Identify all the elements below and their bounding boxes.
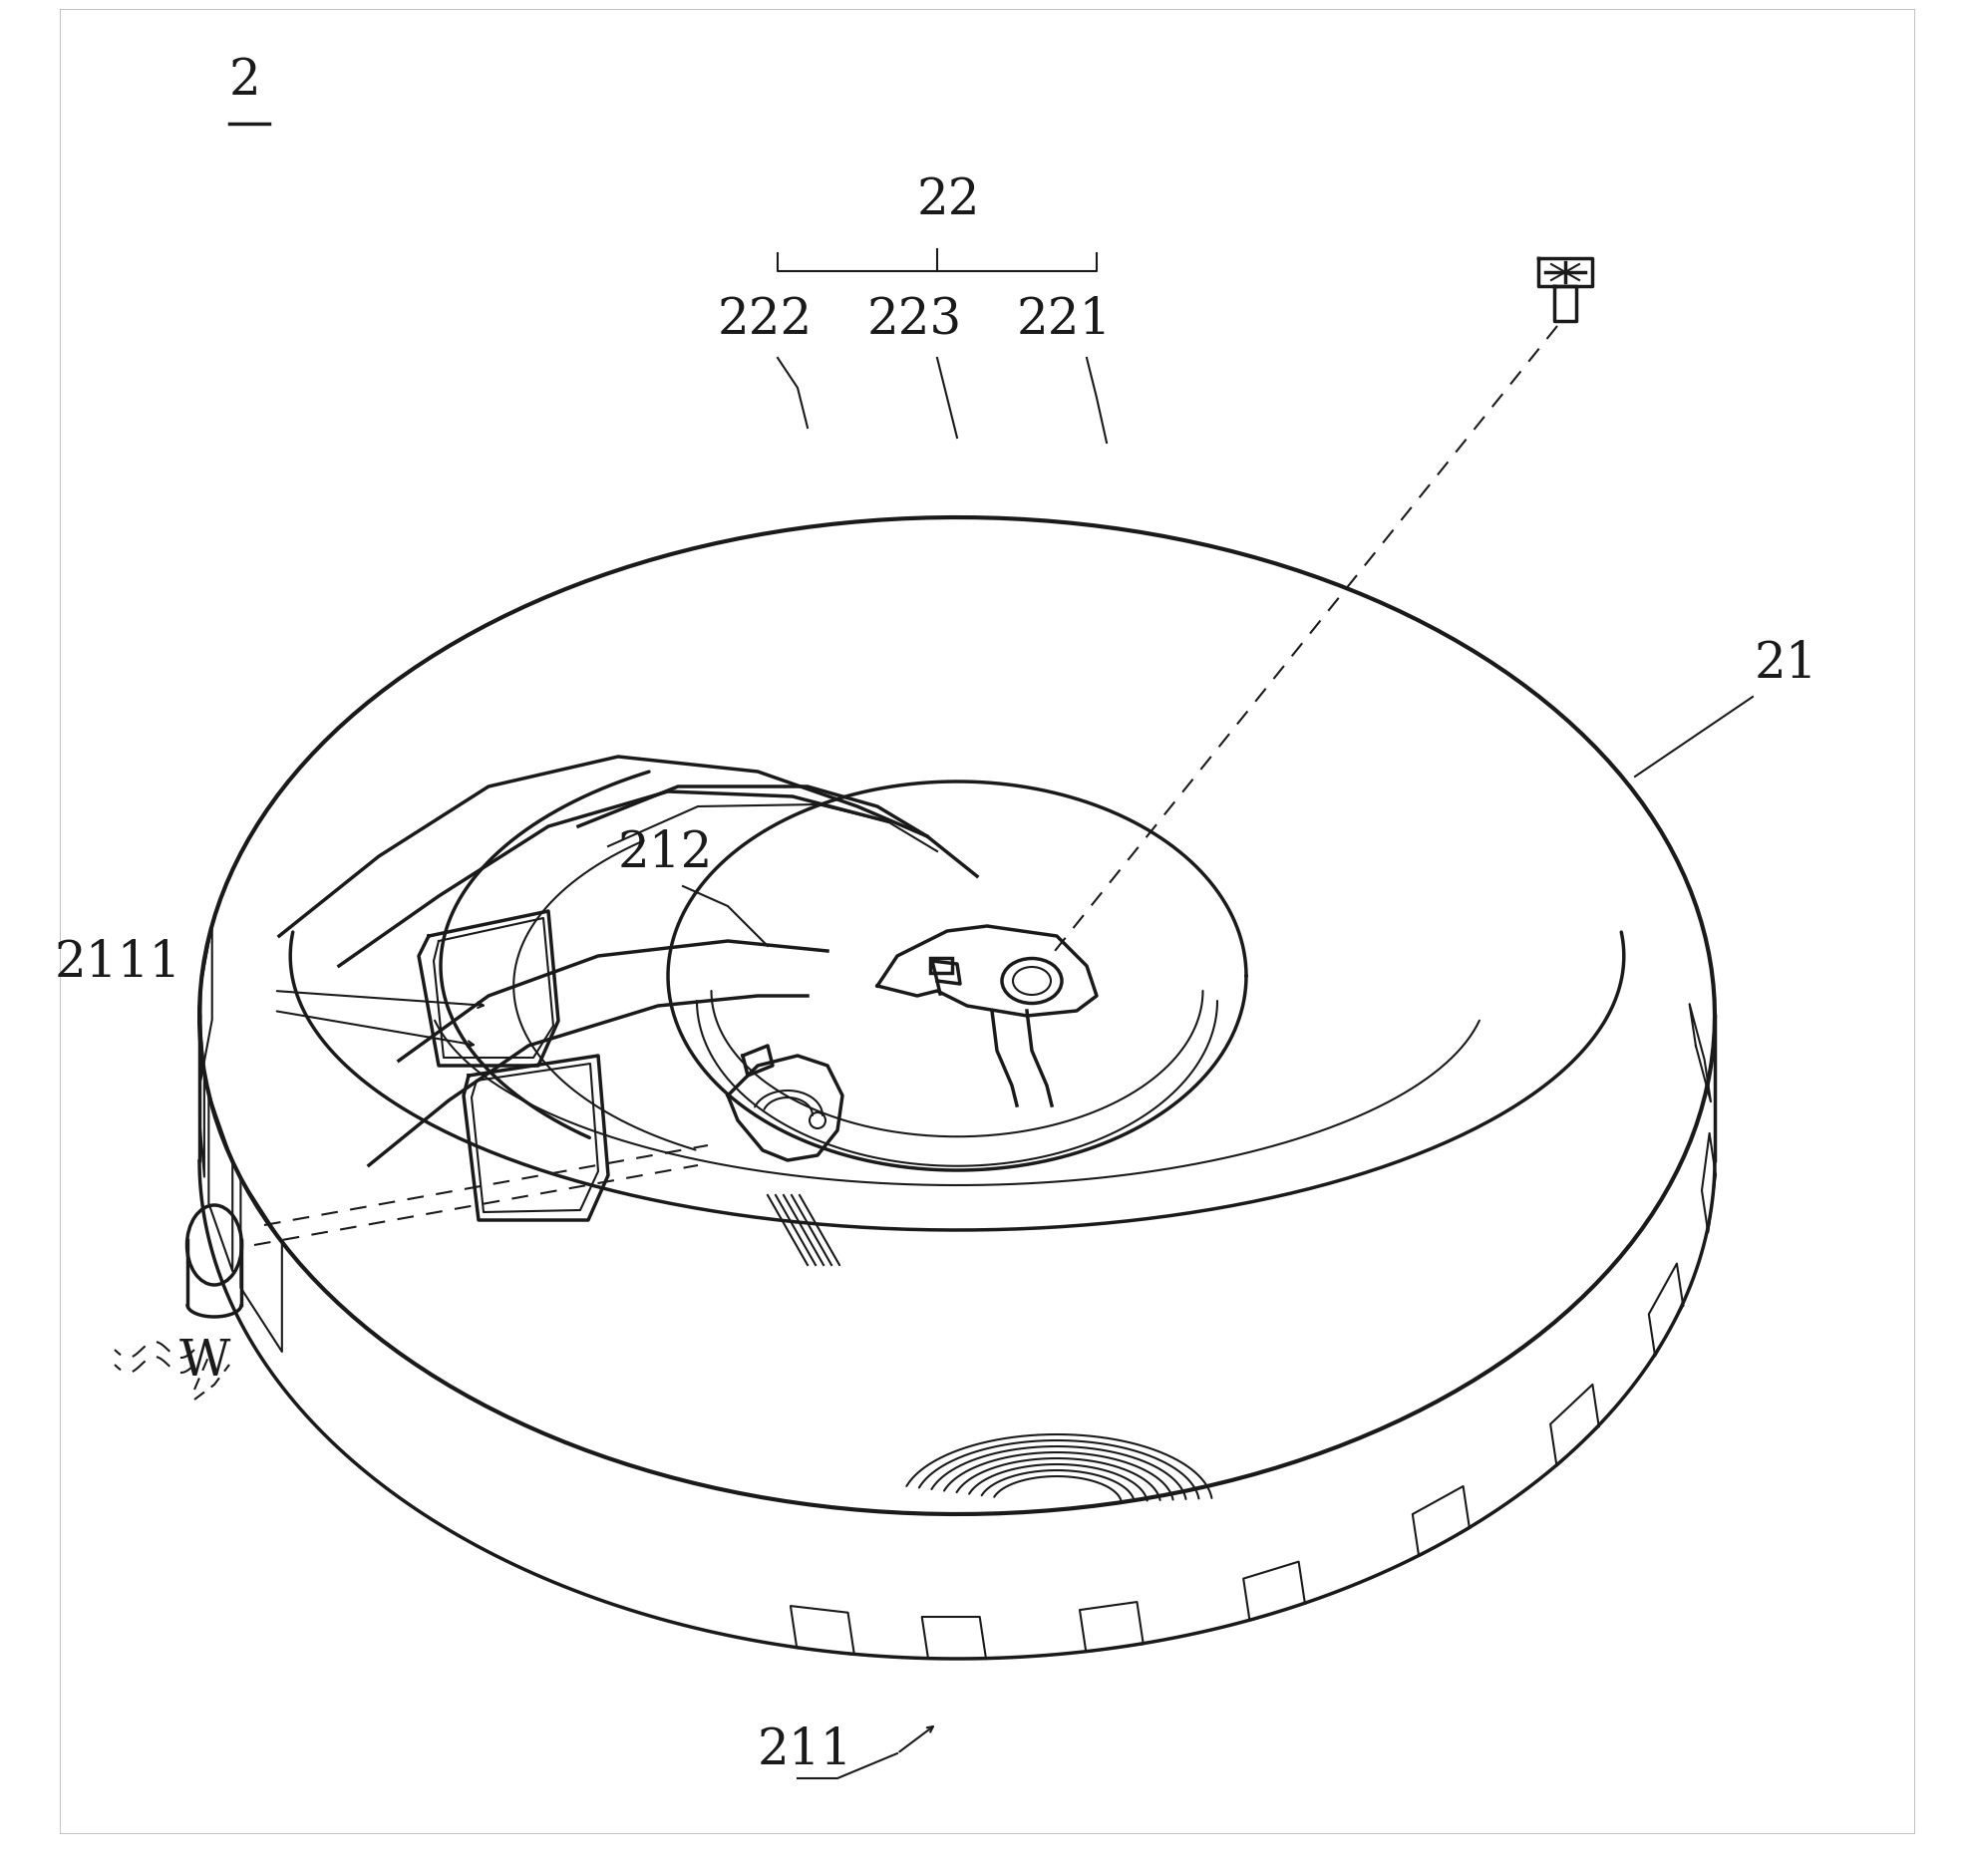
- Text: W: W: [180, 1336, 231, 1386]
- Text: 2: 2: [229, 56, 261, 105]
- Text: 2111: 2111: [55, 938, 182, 987]
- Text: 22: 22: [918, 176, 981, 225]
- Text: 212: 212: [618, 829, 713, 878]
- Text: 211: 211: [758, 1726, 853, 1775]
- Text: 21: 21: [1755, 640, 1818, 688]
- Text: 221: 221: [1017, 295, 1111, 345]
- Text: 223: 223: [867, 295, 963, 345]
- Text: 222: 222: [719, 295, 813, 345]
